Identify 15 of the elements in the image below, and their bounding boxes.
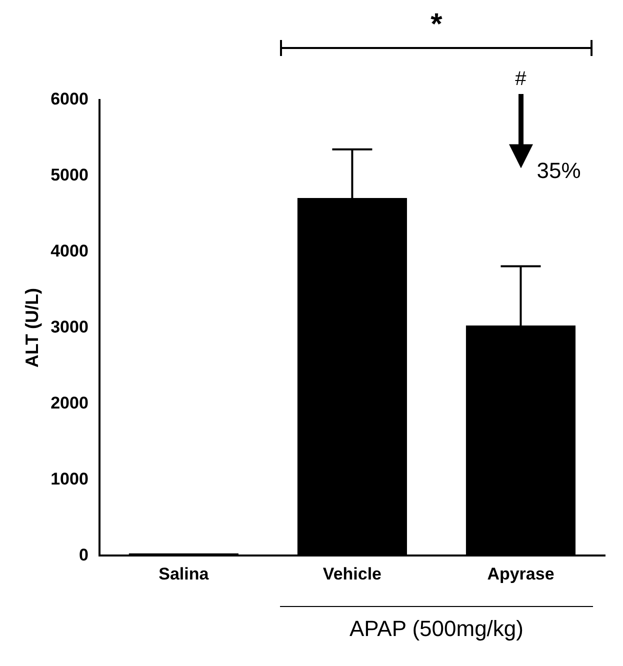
x-tick-label: Apyrase xyxy=(487,564,554,584)
text: # xyxy=(514,68,528,91)
y-tick-label: 3000 xyxy=(50,317,88,336)
y-tick-label: 6000 xyxy=(50,90,88,109)
x-tick-label: Salina xyxy=(158,564,210,584)
y-tick-label: 0 xyxy=(78,545,88,564)
y-tick-label: 5000 xyxy=(50,166,88,185)
y-tick-label: 1000 xyxy=(50,469,88,488)
y-tick-label: 4000 xyxy=(50,242,88,261)
x-tick-label: Vehicle xyxy=(322,564,382,584)
y-axis-title: ALT (U/L) xyxy=(22,288,42,368)
text: APAP (500mg/kg) xyxy=(348,616,524,642)
annotation: 35% xyxy=(536,158,581,184)
text: * xyxy=(430,8,444,42)
y-tick-label: 2000 xyxy=(50,393,88,412)
